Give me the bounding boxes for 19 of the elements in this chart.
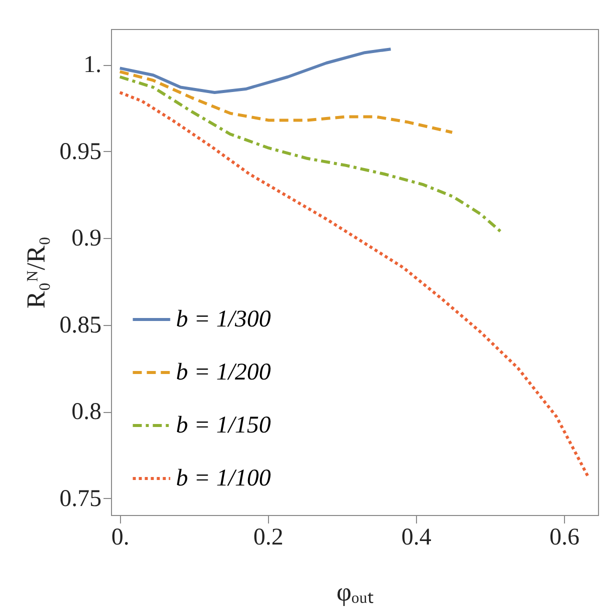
y-tick-label: 0.8 [72, 399, 102, 426]
line-series [118, 48, 392, 94]
legend-label: b = 1/150 [176, 412, 271, 438]
x-tick-label: 0.6 [549, 524, 580, 550]
line-series [118, 75, 502, 233]
y-axis-title: R₀ᴺ/R₀ [22, 236, 50, 309]
legend-label: b = 1/300 [176, 306, 271, 332]
x-tick-label: 0.4 [401, 524, 432, 550]
y-tick-label: 0.75 [60, 486, 102, 512]
legend-label: b = 1/200 [176, 360, 271, 386]
x-axis-title: φₒᵤₜ [336, 578, 374, 606]
x-tick-label: 0.2 [253, 524, 284, 550]
y-tick-label: 0.85 [60, 312, 102, 338]
x-tick-label: 0. [111, 524, 130, 550]
y-tick-label: 0.95 [60, 138, 102, 165]
legend-label: b = 1/100 [176, 466, 271, 492]
y-tick-label: 1. [84, 52, 102, 78]
line-series [118, 70, 454, 134]
y-tick-label: 0.9 [72, 226, 102, 252]
